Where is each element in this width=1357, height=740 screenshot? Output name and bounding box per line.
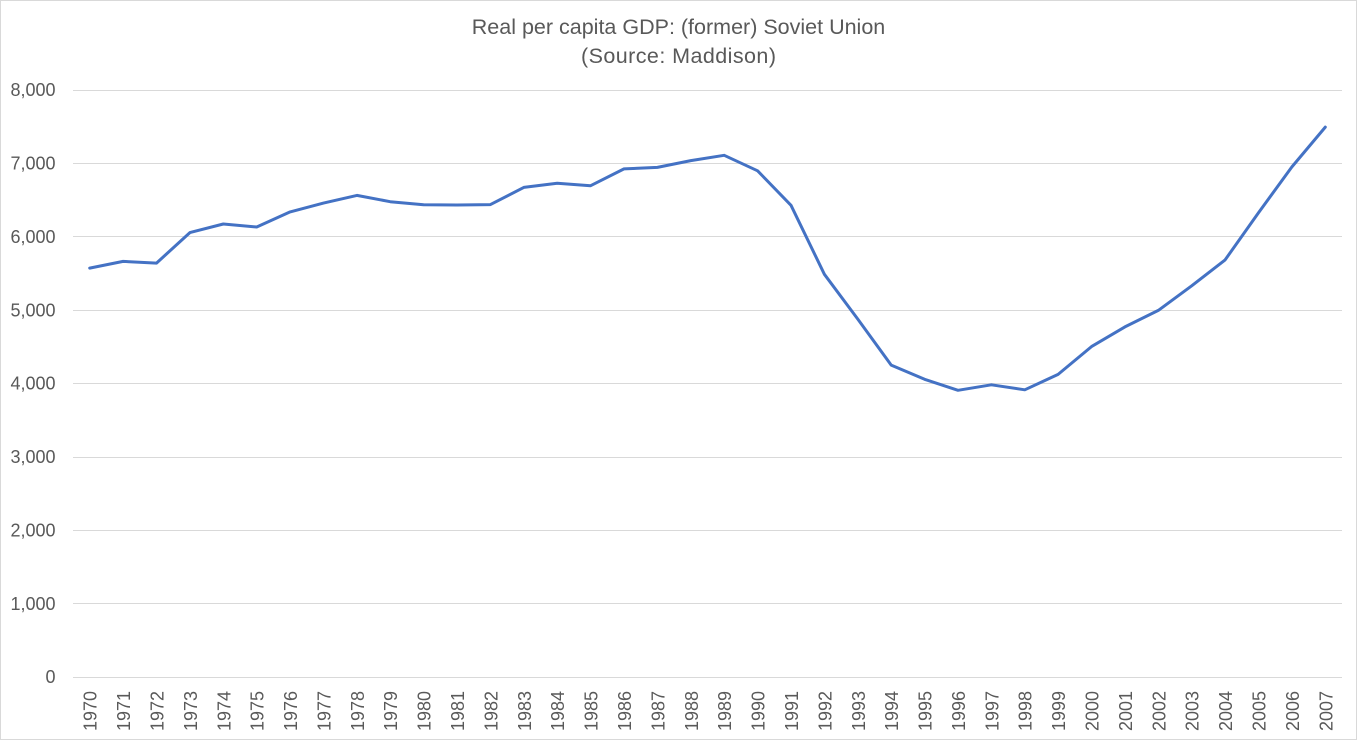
svg-text:1983: 1983 <box>515 691 535 731</box>
svg-text:Real per capita GDP: (former): Real per capita GDP: (former) Soviet Uni… <box>472 15 886 39</box>
svg-text:2001: 2001 <box>1116 691 1136 731</box>
svg-text:5,000: 5,000 <box>10 300 55 320</box>
svg-text:1989: 1989 <box>715 691 735 731</box>
svg-text:1986: 1986 <box>615 691 635 731</box>
svg-text:6,000: 6,000 <box>10 227 55 247</box>
svg-text:1996: 1996 <box>949 691 969 731</box>
svg-text:2003: 2003 <box>1183 691 1203 731</box>
svg-text:1979: 1979 <box>381 691 401 731</box>
svg-text:1993: 1993 <box>849 691 869 731</box>
svg-text:1987: 1987 <box>648 691 668 731</box>
svg-text:1975: 1975 <box>248 691 268 731</box>
svg-text:1976: 1976 <box>281 691 301 731</box>
svg-text:2,000: 2,000 <box>10 521 55 541</box>
svg-text:1973: 1973 <box>181 691 201 731</box>
svg-text:1977: 1977 <box>315 691 335 731</box>
svg-text:2004: 2004 <box>1216 691 1236 731</box>
svg-text:1991: 1991 <box>782 691 802 731</box>
svg-text:1998: 1998 <box>1016 691 1036 731</box>
svg-text:1984: 1984 <box>548 691 568 731</box>
svg-text:1982: 1982 <box>481 691 501 731</box>
svg-text:1980: 1980 <box>415 691 435 731</box>
svg-text:(Source: Maddison): (Source: Maddison) <box>581 44 776 68</box>
svg-text:1997: 1997 <box>982 691 1002 731</box>
svg-text:1970: 1970 <box>81 691 101 731</box>
svg-text:2007: 2007 <box>1316 691 1336 731</box>
svg-text:1985: 1985 <box>582 691 602 731</box>
svg-text:2006: 2006 <box>1283 691 1303 731</box>
svg-text:1988: 1988 <box>682 691 702 731</box>
svg-text:1974: 1974 <box>214 691 234 731</box>
svg-text:2005: 2005 <box>1250 691 1270 731</box>
svg-text:1990: 1990 <box>749 691 769 731</box>
svg-text:1995: 1995 <box>916 691 936 731</box>
svg-text:4,000: 4,000 <box>10 374 55 394</box>
svg-text:1972: 1972 <box>148 691 168 731</box>
svg-text:1992: 1992 <box>815 691 835 731</box>
svg-text:0: 0 <box>45 667 55 687</box>
svg-text:1978: 1978 <box>348 691 368 731</box>
svg-text:1,000: 1,000 <box>10 594 55 614</box>
svg-text:7,000: 7,000 <box>10 154 55 174</box>
svg-text:1999: 1999 <box>1049 691 1069 731</box>
svg-text:2002: 2002 <box>1149 691 1169 731</box>
svg-text:3,000: 3,000 <box>10 447 55 467</box>
svg-text:1994: 1994 <box>882 691 902 731</box>
svg-text:8,000: 8,000 <box>10 80 55 100</box>
svg-text:2000: 2000 <box>1083 691 1103 731</box>
svg-text:1971: 1971 <box>114 691 134 731</box>
svg-text:1981: 1981 <box>448 691 468 731</box>
